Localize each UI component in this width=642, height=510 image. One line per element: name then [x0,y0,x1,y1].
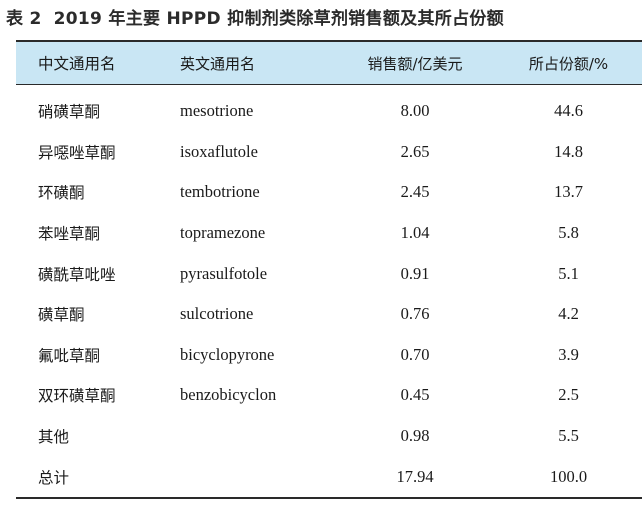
cell-chinese-name: 总计 [38,468,70,487]
cell-chinese-name: 硝磺草酮 [38,103,101,122]
cell-share: 5.5 [558,426,579,446]
cell-sales: 1.04 [400,223,430,243]
cell-share: 5.8 [558,223,579,243]
cell-english-name: tembotrione [180,182,260,202]
header-share: 所占份额/% [528,54,609,73]
cell-english-name [180,416,340,457]
cell-share: 44.6 [554,101,583,121]
cell-sales: 2.65 [400,141,430,161]
cell-share: 100.0 [549,466,588,486]
cell-chinese-name: 磺草酮 [38,306,85,325]
table-row: 氟吡草酮 bicyclopyrone 0.70 3.9 [16,335,642,376]
cell-share: 4.2 [558,304,579,324]
table-row: 总计 17.94 100.0 [16,456,642,498]
header-row: 中文通用名 英文通用名 销售额/亿美元 所占份额/% [16,41,642,85]
header-chinese-name: 中文通用名 [38,55,116,73]
cell-share: 13.7 [554,182,583,202]
table-row: 磺草酮 sulcotrione 0.76 4.2 [16,294,642,335]
table-row: 环磺酮 tembotrione 2.45 13.7 [16,172,642,213]
cell-chinese-name: 异噁唑草酮 [38,143,116,162]
cell-english-name: sulcotrione [180,304,254,324]
cell-chinese-name: 环磺酮 [38,184,85,203]
cell-sales: 0.91 [400,263,430,283]
cell-english-name: mesotrione [180,101,254,121]
table-number: 表 2 [6,9,42,29]
cell-share: 3.9 [558,344,579,364]
cell-chinese-name: 磺酰草吡唑 [38,265,116,284]
cell-sales: 0.98 [400,426,430,446]
table-row: 双环磺草酮 benzobicyclon 0.45 2.5 [16,375,642,416]
cell-share: 2.5 [558,385,579,405]
cell-chinese-name: 氟吡草酮 [38,346,101,365]
cell-sales: 8.00 [400,101,430,121]
cell-chinese-name: 苯唑草酮 [38,225,101,244]
table-row: 其他 0.98 5.5 [16,416,642,457]
cell-english-name: isoxaflutole [180,141,258,161]
cell-share: 14.8 [554,141,583,161]
cell-english-name: benzobicyclon [180,385,277,405]
cell-sales: 0.70 [400,344,430,364]
table-row: 异噁唑草酮 isoxaflutole 2.65 14.8 [16,132,642,173]
header-english-name: 英文通用名 [180,54,256,73]
cell-chinese-name: 其他 [38,428,70,447]
cell-share: 5.1 [558,263,579,283]
cell-english-name [180,456,340,498]
header-sales: 销售额/亿美元 [367,54,463,73]
cell-sales: 0.45 [400,385,430,405]
table-row: 磺酰草吡唑 pyrasulfotole 0.91 5.1 [16,253,642,294]
sales-table: 中文通用名 英文通用名 销售额/亿美元 所占份额/% 硝磺草酮 mesotrion… [16,40,642,499]
cell-chinese-name: 双环磺草酮 [38,387,116,406]
table-caption: 表 2 2019 年主要 HPPD 抑制剂类除草剂销售额及其所占份额 [6,6,638,32]
table-row: 硝磺草酮 mesotrione 8.00 44.6 [16,85,642,132]
cell-sales: 17.94 [396,466,434,486]
cell-sales: 2.45 [400,182,430,202]
cell-english-name: pyrasulfotole [180,263,268,283]
cell-english-name: bicyclopyrone [180,344,275,364]
table-row: 苯唑草酮 topramezone 1.04 5.8 [16,213,642,254]
cell-sales: 0.76 [400,304,430,324]
table-body: 硝磺草酮 mesotrione 8.00 44.6 异噁唑草酮 isoxaflutole 2… [16,85,642,498]
sales-table-container: 中文通用名 英文通用名 销售额/亿美元 所占份额/% 硝磺草酮 mesotrion… [16,40,642,499]
table-title: 2019 年主要 HPPD 抑制剂类除草剂销售额及其所占份额 [53,9,504,29]
cell-english-name: topramezone [180,223,266,243]
